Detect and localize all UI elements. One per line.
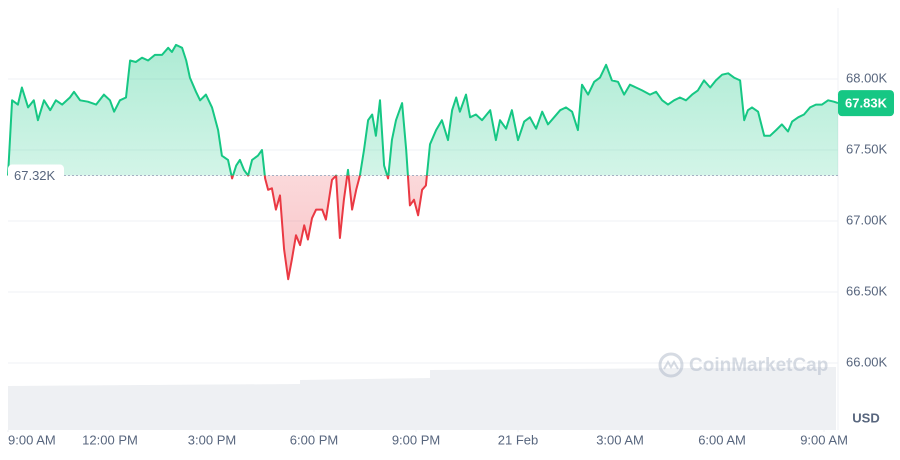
plot: 67.32K 67.83K bbox=[7, 43, 894, 281]
volume-band bbox=[8, 367, 836, 430]
y-tick-label: 67.00K bbox=[846, 212, 888, 227]
watermark: CoinMarketCap bbox=[658, 352, 828, 378]
x-tick-label: 12:00 PM bbox=[82, 432, 138, 447]
x-tick-label: 6:00 AM bbox=[698, 432, 746, 447]
y-tick-label: 67.50K bbox=[846, 141, 888, 156]
x-tick-label: 9:00 AM bbox=[8, 432, 56, 447]
watermark-text: CoinMarketCap bbox=[689, 355, 828, 376]
y-tick-label: 66.50K bbox=[846, 283, 888, 298]
baseline-label-bg bbox=[8, 164, 64, 187]
unit-label: USD bbox=[852, 410, 879, 425]
last-price-tag bbox=[838, 90, 894, 117]
last-price-label: 67.83K bbox=[845, 96, 888, 111]
y-tick-label: 68.00K bbox=[846, 70, 888, 85]
x-tick-label: 21 Feb bbox=[498, 432, 538, 447]
x-tick-label: 6:00 PM bbox=[290, 432, 338, 447]
y-tick-label: 66.00K bbox=[846, 354, 888, 369]
x-tick-label: 9:00 AM bbox=[800, 432, 848, 447]
x-tick-label: 3:00 AM bbox=[596, 432, 644, 447]
x-tick-label: 3:00 PM bbox=[188, 432, 236, 447]
area-up bbox=[8, 44, 838, 176]
price-line-up bbox=[7, 43, 839, 176]
baseline-label: 67.32K bbox=[14, 168, 56, 183]
x-tick-label: 9:00 PM bbox=[392, 432, 440, 447]
